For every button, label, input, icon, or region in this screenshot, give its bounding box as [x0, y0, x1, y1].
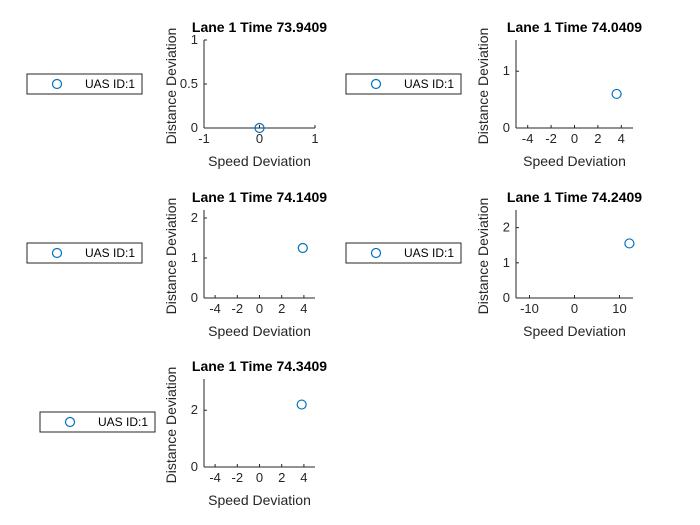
legend: UAS ID:1	[26, 242, 143, 264]
y-tick-label: 2	[191, 210, 198, 225]
x-tick-label: -2	[545, 131, 557, 146]
x-tick-label: 0	[256, 301, 263, 316]
legend-box	[26, 73, 143, 95]
x-tick-label: -2	[232, 470, 244, 485]
y-tick-label: 1	[191, 250, 198, 265]
x-tick-label: 1	[311, 131, 318, 146]
x-axis-label: Speed Deviation	[208, 323, 311, 339]
data-point	[296, 399, 307, 410]
data-point	[297, 242, 308, 254]
legend-label: UAS ID:1	[85, 77, 135, 91]
x-tick-label: 2	[278, 301, 285, 316]
x-tick-label: -4	[522, 131, 534, 146]
legend-box	[39, 411, 156, 433]
x-tick-label: 2	[278, 470, 285, 485]
legend-box	[345, 242, 462, 264]
x-tick-label: 0	[571, 301, 578, 316]
x-tick-label: -4	[209, 301, 221, 316]
legend: UAS ID:1	[345, 73, 462, 95]
y-tick-label: 1	[503, 63, 510, 78]
y-axis-label: Distance Deviation	[163, 28, 179, 145]
legend-label: UAS ID:1	[404, 77, 454, 91]
x-tick-label: 4	[300, 470, 307, 485]
legend: UAS ID:1	[26, 73, 143, 95]
y-axis-label: Distance Deviation	[163, 367, 179, 484]
y-tick-label: 1	[191, 32, 198, 47]
legend-label: UAS ID:1	[404, 246, 454, 260]
subplot-title: Lane 1 Time 74.0409	[507, 19, 642, 35]
x-tick-label: -2	[232, 301, 244, 316]
y-axis-label: Distance Deviation	[475, 198, 491, 315]
y-tick-label: 0.5	[180, 76, 198, 91]
data-point	[624, 238, 635, 249]
subplot-4: -10 0 10 0 1 2 Lane 1 Time 74.2409 Speed Deviat…	[345, 189, 642, 339]
legend-marker-icon	[64, 416, 76, 428]
y-axis-label: Distance Deviation	[475, 28, 491, 145]
x-axis-label: Speed Deviation	[208, 153, 311, 169]
x-tick-label: -1	[198, 131, 210, 146]
y-tick-label: 0	[191, 290, 198, 305]
x-axis-label: Speed Deviation	[523, 323, 626, 339]
data-point	[254, 122, 265, 134]
x-axis-label: Speed Deviation	[523, 153, 626, 169]
y-tick-label: 0	[503, 290, 510, 305]
legend-label: UAS ID:1	[85, 246, 135, 260]
legend-marker-icon	[51, 247, 63, 259]
x-tick-label: -10	[520, 301, 539, 316]
x-tick-label: 0	[256, 470, 263, 485]
y-axis-label: Distance Deviation	[163, 198, 179, 315]
subplot-2: -4 -2 0 2 4 0 1 Lane 1 Time 74.0409 Speed Deviat…	[345, 19, 642, 169]
subplot-title: Lane 1 Time 74.2409	[507, 189, 642, 205]
legend-marker-icon	[370, 78, 382, 90]
legend: UAS ID:1	[345, 242, 462, 264]
x-tick-label: 0	[571, 131, 578, 146]
y-tick-label: 0	[191, 120, 198, 135]
subplot-title: Lane 1 Time 74.3409	[192, 358, 327, 374]
subplot-title: Lane 1 Time 74.1409	[192, 189, 327, 205]
y-tick-label: 0	[191, 459, 198, 474]
legend-label: UAS ID:1	[98, 415, 148, 429]
y-tick-label: 2	[503, 220, 510, 235]
x-tick-label: 10	[612, 301, 626, 316]
x-tick-label: -4	[209, 470, 221, 485]
x-tick-label: 2	[594, 131, 601, 146]
subplot-title: Lane 1 Time 73.9409	[192, 19, 327, 35]
data-point	[611, 88, 622, 100]
y-tick-label: 0	[503, 120, 510, 135]
y-tick-label: 1	[503, 255, 510, 270]
y-tick-label: 2	[191, 402, 198, 417]
legend: UAS ID:1	[39, 411, 156, 433]
x-tick-label: 0	[256, 131, 263, 146]
x-axis-label: Speed Deviation	[208, 492, 311, 508]
legend-box	[26, 242, 143, 264]
legend-marker-icon	[51, 78, 63, 90]
legend-marker-icon	[370, 247, 382, 259]
x-tick-label: 4	[300, 301, 307, 316]
legend-box	[345, 73, 462, 95]
x-tick-label: 4	[618, 131, 625, 146]
